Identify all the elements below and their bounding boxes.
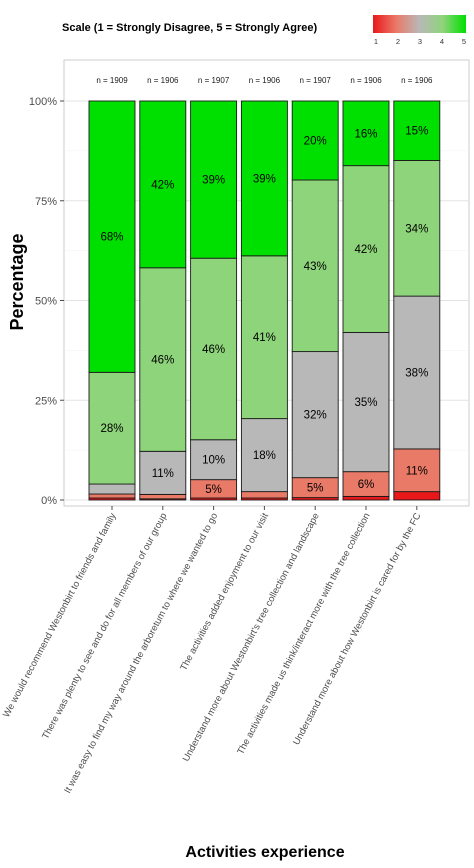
bar-segment	[240, 491, 288, 499]
bar-segment	[342, 495, 390, 501]
y-axis-title: Percentage	[7, 233, 27, 330]
data-label: 42%	[354, 244, 377, 256]
y-tick-label: 50%	[35, 296, 57, 308]
bar-segment	[240, 418, 288, 493]
n-label: n = 1906	[350, 76, 382, 85]
x-category-label: The activities added enjoyment to our vi…	[178, 511, 271, 673]
data-label: 46%	[202, 344, 225, 356]
bar-segment	[342, 331, 390, 473]
legend-tick-label: 4	[440, 37, 444, 46]
data-label: 5%	[205, 484, 222, 496]
bar-segment	[139, 450, 187, 495]
data-label: 15%	[405, 126, 428, 138]
x-category-label: We would recommend Westonbirt to friends…	[1, 511, 119, 719]
legend-tick-label: 2	[396, 37, 400, 46]
data-label: 28%	[100, 423, 123, 435]
legend: Scale (1 = Strongly Disagree, 5 = Strong…	[62, 15, 466, 46]
data-label: 43%	[304, 261, 327, 273]
legend-ticks: 1 2 3 4 5	[374, 37, 466, 46]
data-label: 10%	[202, 455, 225, 467]
y-tick-label: 75%	[35, 196, 57, 208]
bar-segment	[342, 100, 390, 167]
bar-segment	[393, 491, 441, 501]
data-label: 16%	[354, 128, 377, 140]
data-label: 11%	[152, 468, 174, 480]
data-label: 5%	[307, 483, 324, 495]
data-label: 41%	[253, 332, 276, 344]
y-tick-label: 25%	[35, 395, 57, 407]
bar-segment	[88, 483, 136, 495]
bar-stack: 11% 38% 34% 15%	[393, 100, 441, 501]
n-label: n = 1906	[401, 76, 433, 85]
bar-segment	[393, 295, 441, 450]
bar-stack: 28% 68%	[88, 100, 136, 501]
data-label: 11%	[406, 465, 428, 477]
n-labels: n = 1909 n = 1906 n = 1907 n = 1906 n = 1907…	[96, 76, 433, 85]
legend-title: Scale (1 = Strongly Disagree, 5 = Strong…	[62, 22, 317, 34]
data-label: 68%	[100, 232, 123, 244]
n-label: n = 1909	[96, 76, 128, 85]
n-label: n = 1906	[249, 76, 281, 85]
data-label: 39%	[253, 173, 276, 185]
legend-color-bar	[373, 15, 466, 33]
legend-tick-label: 3	[418, 37, 422, 46]
bar-segment	[393, 160, 441, 297]
bar-stack: 11% 46% 42%	[139, 100, 187, 501]
bar-segment	[139, 100, 187, 269]
y-tick-label: 0%	[41, 495, 57, 507]
x-axis: We would recommend Westonbirt to friends…	[1, 506, 424, 795]
data-label: 18%	[253, 450, 276, 462]
bar-segment	[393, 100, 441, 161]
plot-area: 28% 68% 11% 46% 42% 5% 10% 46% 39% 18% 41% 39% 5% 32%…	[63, 59, 470, 507]
bar-stack: 6% 35% 42% 16%	[342, 100, 390, 501]
data-label: 34%	[405, 223, 428, 235]
n-label: n = 1906	[147, 76, 179, 85]
bar-segment	[291, 100, 339, 181]
n-label: n = 1907	[300, 76, 332, 85]
bar-stack: 18% 41% 39%	[240, 100, 288, 501]
bar-segment	[240, 255, 288, 420]
bar-stack: 5% 32% 43% 20%	[291, 100, 339, 501]
bar-segment	[88, 100, 136, 373]
bar-segment	[240, 100, 288, 257]
bar-segment	[342, 165, 390, 333]
legend-tick-label: 5	[462, 37, 466, 46]
data-label: 6%	[358, 479, 375, 491]
data-label: 35%	[354, 397, 377, 409]
x-axis-title: Activities experience	[185, 844, 344, 861]
y-axis: 0% 25% 50% 75% 100%	[29, 96, 64, 507]
bar-segment	[190, 100, 238, 259]
data-label: 42%	[151, 179, 174, 191]
bar-segment	[190, 257, 238, 441]
bar-segment	[291, 351, 339, 479]
legend-tick-label: 1	[374, 37, 378, 46]
bars: 28% 68% 11% 46% 42% 5% 10% 46% 39% 18% 41% 39% 5% 32%…	[88, 100, 441, 501]
bar-segment	[88, 371, 136, 485]
n-label: n = 1907	[198, 76, 230, 85]
data-label: 20%	[304, 136, 327, 148]
bar-stack: 5% 10% 46% 39%	[190, 100, 238, 501]
data-label: 39%	[202, 175, 225, 187]
data-label: 32%	[304, 410, 327, 422]
y-tick-label: 100%	[29, 96, 57, 108]
bar-segment	[139, 493, 187, 500]
data-label: 38%	[405, 368, 428, 380]
data-label: 46%	[151, 355, 174, 367]
bar-segment	[88, 493, 136, 499]
